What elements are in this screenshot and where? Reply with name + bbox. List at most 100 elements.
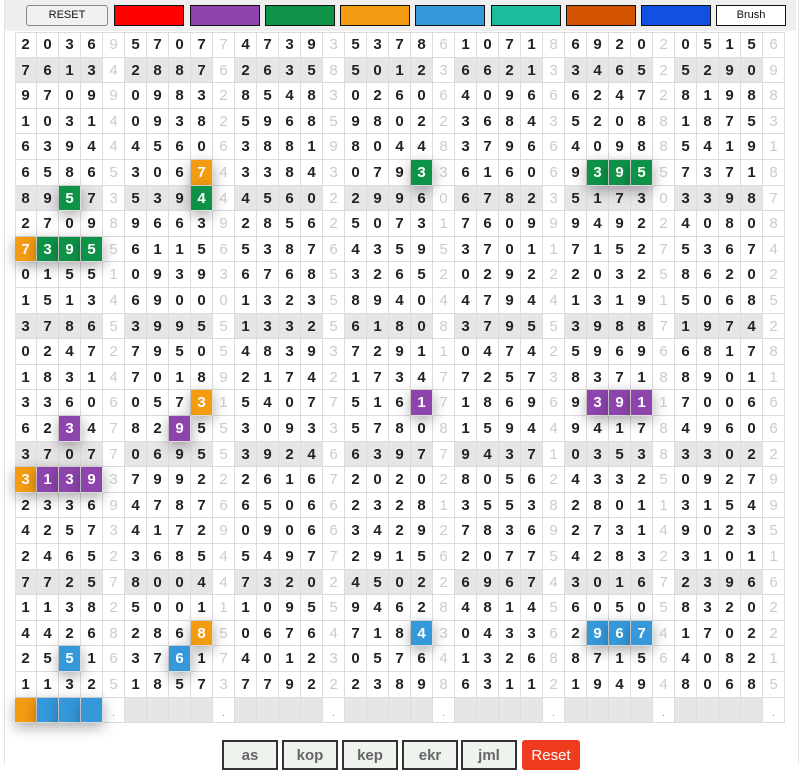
grid-cell[interactable]: 0 bbox=[565, 441, 587, 468]
grid-cell[interactable]: 1 bbox=[15, 595, 37, 621]
grid-cell[interactable]: 6 bbox=[631, 569, 653, 596]
grid-cell[interactable]: 0 bbox=[125, 108, 147, 135]
grid-cell[interactable]: 1 bbox=[631, 492, 653, 519]
grid-cell[interactable]: 3 bbox=[37, 134, 59, 160]
grid-cell[interactable]: 9 bbox=[279, 544, 301, 570]
grid-cell[interactable]: 0 bbox=[697, 672, 719, 698]
grid-cell[interactable]: 1 bbox=[15, 672, 37, 698]
grid-cell[interactable]: 9 bbox=[81, 211, 103, 237]
grid-cell[interactable]: 1 bbox=[37, 672, 59, 698]
grid-cell[interactable]: 8 bbox=[301, 83, 323, 109]
grid-cell[interactable]: 9 bbox=[257, 518, 279, 544]
grid-cell[interactable]: 7 bbox=[719, 108, 741, 135]
grid-cell[interactable]: 9 bbox=[147, 288, 169, 314]
grid-cell[interactable]: 3 bbox=[741, 518, 763, 544]
grid-cell[interactable]: 7 bbox=[147, 646, 169, 672]
highlighted-cell[interactable]: 5 bbox=[81, 236, 103, 263]
grid-cell[interactable]: 2 bbox=[521, 262, 543, 288]
grid-cell[interactable]: 3 bbox=[15, 313, 37, 340]
grid-cell[interactable]: 2 bbox=[59, 620, 81, 647]
grid-cell[interactable]: 7 bbox=[389, 646, 411, 672]
highlighted-cell[interactable]: 7 bbox=[191, 160, 213, 186]
grid-cell[interactable]: 2 bbox=[235, 211, 257, 237]
grid-cell[interactable]: 5 bbox=[257, 83, 279, 109]
result-cell-empty[interactable] bbox=[631, 697, 653, 724]
grid-cell[interactable]: 5 bbox=[477, 492, 499, 519]
grid-cell[interactable]: 1 bbox=[367, 620, 389, 647]
grid-cell[interactable]: 9 bbox=[147, 262, 169, 288]
grid-cell[interactable]: 3 bbox=[257, 160, 279, 186]
grid-cell[interactable]: 4 bbox=[279, 83, 301, 109]
grid-cell[interactable]: 1 bbox=[15, 108, 37, 135]
grid-cell[interactable]: 8 bbox=[301, 108, 323, 135]
grid-cell[interactable]: 8 bbox=[411, 32, 433, 58]
grid-cell[interactable]: 0 bbox=[719, 441, 741, 468]
highlighted-cell[interactable]: 4 bbox=[411, 620, 433, 647]
highlighted-cell[interactable]: 6 bbox=[609, 620, 631, 647]
grid-cell[interactable]: 7 bbox=[499, 544, 521, 570]
grid-cell[interactable]: 1 bbox=[257, 364, 279, 391]
grid-cell[interactable]: 8 bbox=[477, 390, 499, 416]
grid-cell[interactable]: 7 bbox=[477, 288, 499, 314]
grid-cell[interactable]: 0 bbox=[169, 569, 191, 596]
grid-cell[interactable]: 7 bbox=[37, 313, 59, 340]
grid-cell[interactable]: 6 bbox=[477, 57, 499, 84]
grid-cell[interactable]: 1 bbox=[455, 646, 477, 672]
grid-cell[interactable]: 7 bbox=[675, 160, 697, 186]
highlighted-cell[interactable]: 3 bbox=[587, 160, 609, 186]
grid-cell[interactable]: 6 bbox=[37, 57, 59, 84]
grid-cell[interactable]: 6 bbox=[499, 160, 521, 186]
grid-cell[interactable]: 9 bbox=[499, 134, 521, 160]
grid-cell[interactable]: 4 bbox=[521, 339, 543, 365]
result-cell-empty[interactable] bbox=[609, 697, 631, 724]
result-cell-empty[interactable] bbox=[521, 697, 543, 724]
grid-cell[interactable]: 0 bbox=[587, 569, 609, 596]
grid-cell[interactable]: 0 bbox=[37, 32, 59, 58]
grid-cell[interactable]: 0 bbox=[455, 339, 477, 365]
color-swatch-orange[interactable] bbox=[340, 5, 410, 26]
grid-cell[interactable]: 8 bbox=[279, 160, 301, 186]
highlighted-cell[interactable]: 7 bbox=[631, 620, 653, 647]
grid-cell[interactable]: 7 bbox=[455, 211, 477, 237]
grid-cell[interactable]: 2 bbox=[345, 492, 367, 519]
grid-cell[interactable]: 9 bbox=[169, 313, 191, 340]
grid-cell[interactable]: 0 bbox=[609, 108, 631, 135]
grid-cell[interactable]: 8 bbox=[477, 518, 499, 544]
grid-cell[interactable]: 7 bbox=[37, 441, 59, 468]
grid-cell[interactable]: 9 bbox=[587, 672, 609, 698]
grid-cell[interactable]: 7 bbox=[279, 620, 301, 647]
grid-cell[interactable]: 3 bbox=[675, 441, 697, 468]
grid-cell[interactable]: 9 bbox=[257, 441, 279, 468]
grid-cell[interactable]: 7 bbox=[367, 364, 389, 391]
grid-cell[interactable]: 4 bbox=[609, 83, 631, 109]
grid-cell[interactable]: 5 bbox=[675, 236, 697, 263]
grid-cell[interactable]: 6 bbox=[169, 211, 191, 237]
grid-cell[interactable]: 8 bbox=[499, 185, 521, 212]
grid-cell[interactable]: 6 bbox=[279, 108, 301, 135]
highlighted-cell[interactable]: 9 bbox=[169, 416, 191, 442]
grid-cell[interactable]: 2 bbox=[455, 544, 477, 570]
grid-cell[interactable]: 5 bbox=[235, 236, 257, 263]
grid-cell[interactable]: 0 bbox=[367, 134, 389, 160]
grid-cell[interactable]: 2 bbox=[279, 569, 301, 596]
grid-cell[interactable]: 1 bbox=[719, 339, 741, 365]
grid-cell[interactable]: 3 bbox=[279, 313, 301, 340]
result-cell-empty[interactable] bbox=[741, 697, 763, 724]
grid-cell[interactable]: 2 bbox=[631, 236, 653, 263]
grid-cell[interactable]: 8 bbox=[257, 339, 279, 365]
grid-cell[interactable]: 9 bbox=[301, 32, 323, 58]
grid-cell[interactable]: 9 bbox=[499, 313, 521, 340]
grid-cell[interactable]: 2 bbox=[367, 83, 389, 109]
grid-cell[interactable]: 4 bbox=[389, 288, 411, 314]
grid-cell[interactable]: 2 bbox=[587, 544, 609, 570]
grid-cell[interactable]: 7 bbox=[521, 544, 543, 570]
grid-cell[interactable]: 4 bbox=[521, 416, 543, 442]
grid-cell[interactable]: 1 bbox=[675, 108, 697, 135]
grid-cell[interactable]: 0 bbox=[477, 32, 499, 58]
grid-cell[interactable]: 3 bbox=[697, 160, 719, 186]
grid-cell[interactable]: 6 bbox=[719, 416, 741, 442]
grid-cell[interactable]: 6 bbox=[389, 595, 411, 621]
reset-button[interactable]: Reset bbox=[522, 740, 580, 770]
grid-cell[interactable]: 6 bbox=[301, 467, 323, 493]
grid-cell[interactable]: 7 bbox=[521, 441, 543, 468]
